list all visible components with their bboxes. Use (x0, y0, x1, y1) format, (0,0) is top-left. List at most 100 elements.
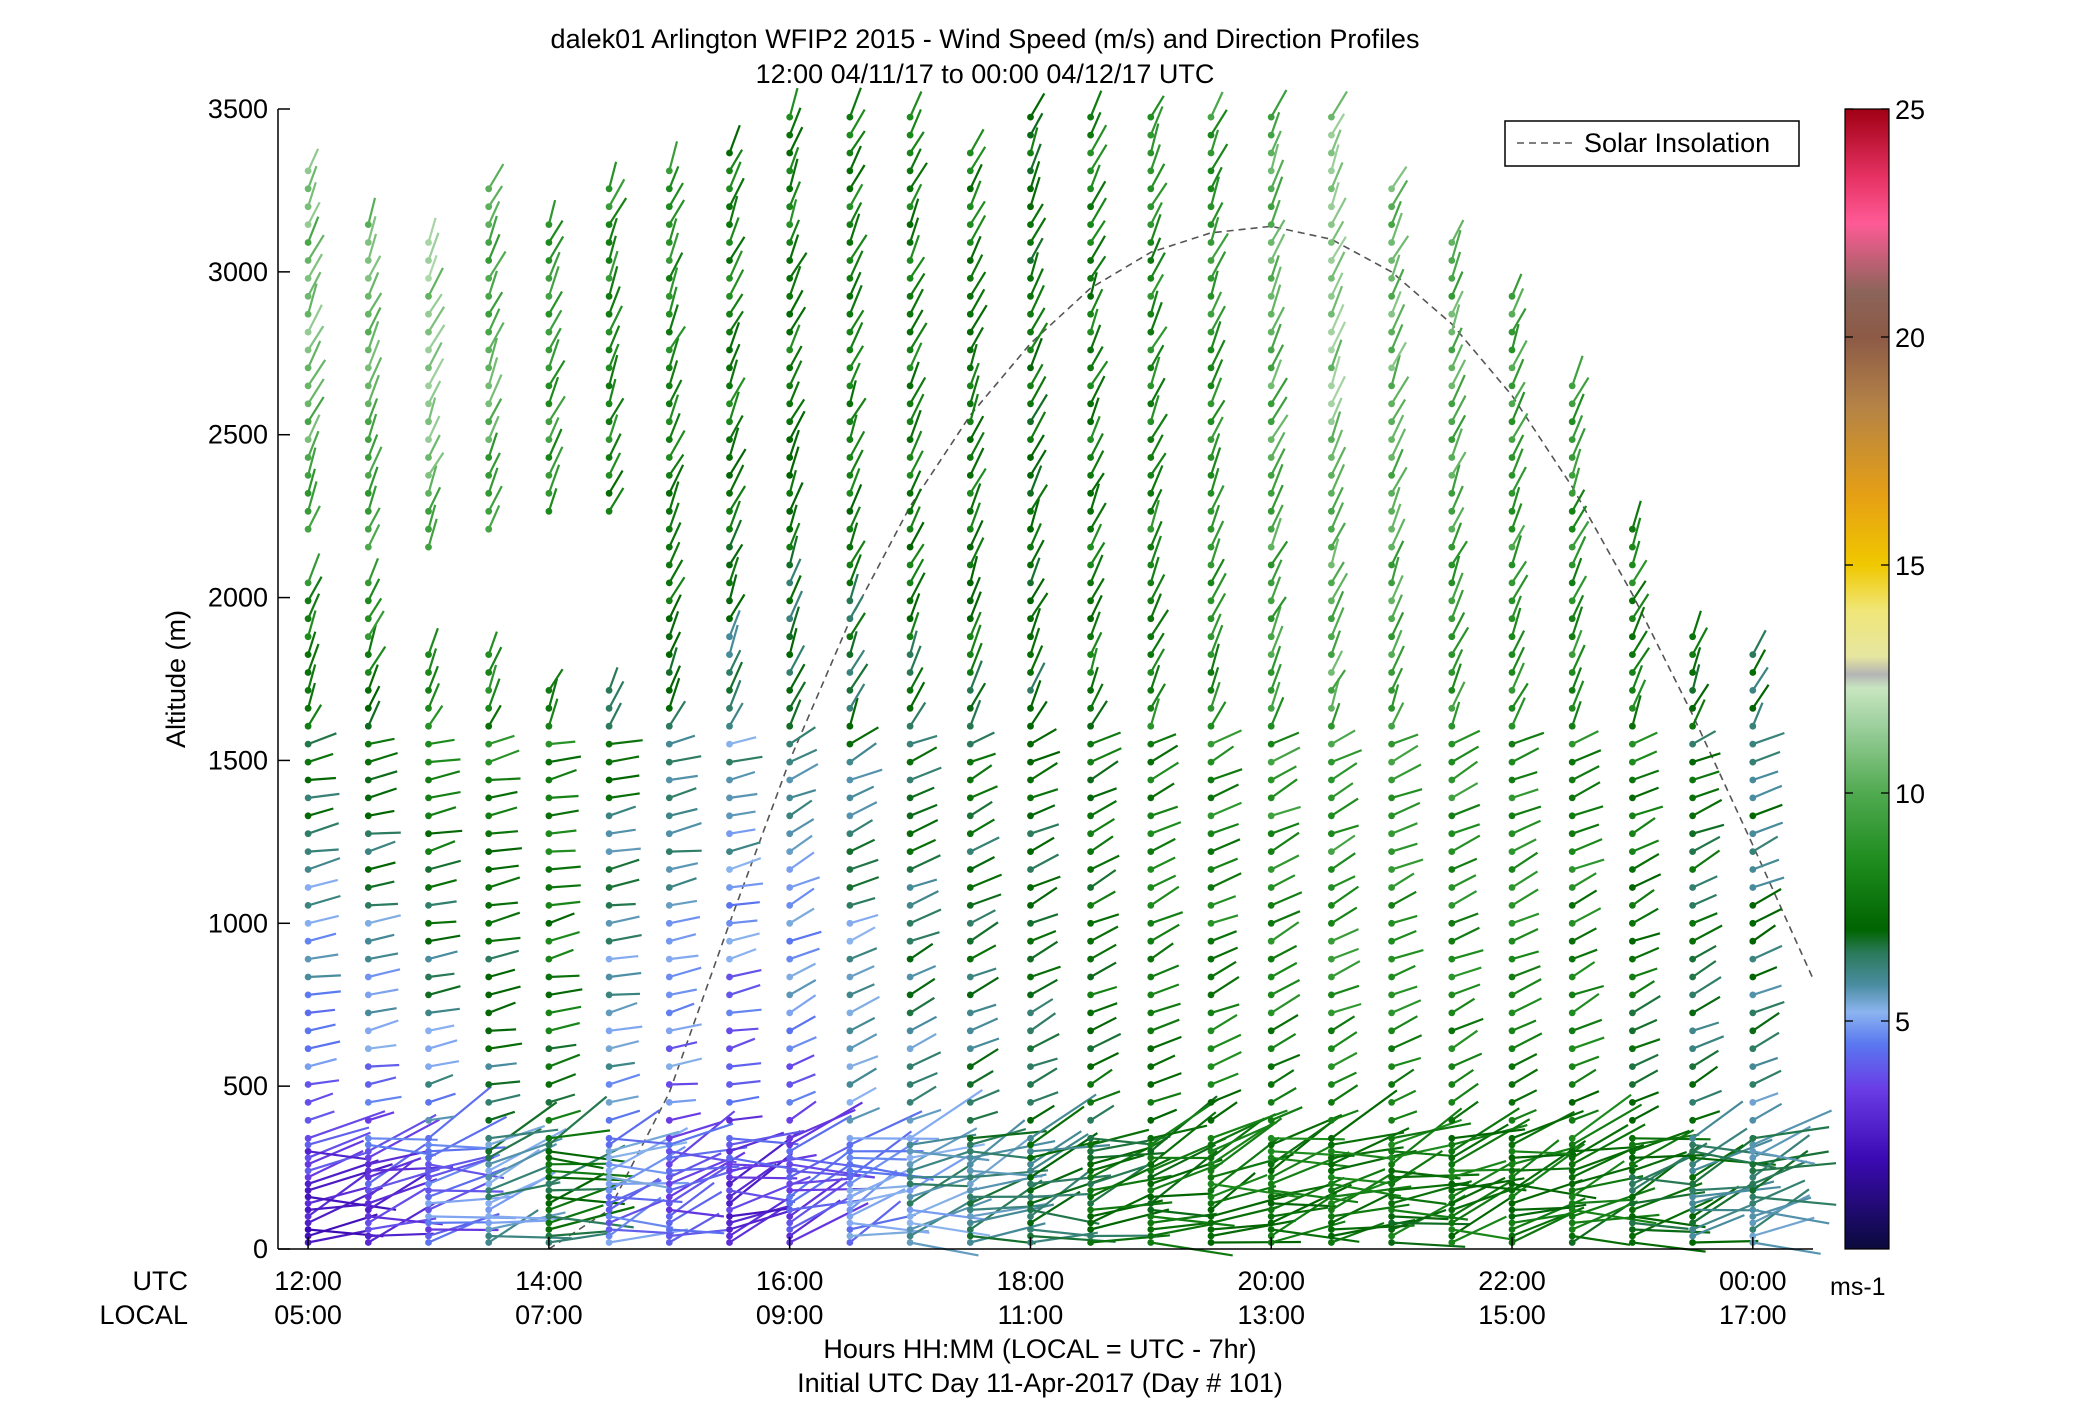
wind-barb-dot (304, 1200, 312, 1207)
wind-barb-dot (1027, 1226, 1034, 1233)
wind-barb-shaft (548, 884, 581, 889)
wind-barb-shaft (969, 180, 982, 208)
wind-barb-dot (786, 1147, 794, 1155)
wind-barb-dot (1448, 1009, 1456, 1017)
wind-barb-dot (726, 292, 733, 300)
wind-barb-dot (1027, 919, 1034, 927)
wind-barb-shaft (728, 500, 741, 530)
wind-barb-dot (906, 1147, 914, 1155)
wind-barb-shaft (1210, 109, 1228, 136)
wind-barb-shaft (1631, 1018, 1658, 1032)
wind-barb-shaft (788, 306, 807, 333)
wind-barb-dot (545, 239, 553, 246)
wind-barb-dot (364, 346, 372, 354)
wind-barb-dot (1267, 131, 1275, 139)
wind-barb-dot (605, 1226, 613, 1233)
wind-barb-dot (485, 489, 493, 497)
wind-barb-shaft (488, 806, 518, 817)
wind-barb-dot (906, 489, 914, 497)
wind-barb-shaft (789, 876, 820, 889)
wind-barb-dot (1207, 740, 1215, 748)
wind-barb-dot (485, 973, 493, 981)
wind-barb-dot (304, 776, 312, 784)
wind-barb-dot (1207, 991, 1215, 999)
wind-barb-dot (545, 1045, 553, 1053)
wind-barb-shaft (1089, 346, 1104, 369)
wind-barb-shaft (969, 1048, 999, 1068)
wind-barb-dot (1207, 1160, 1215, 1168)
wind-barb-shaft (1752, 1031, 1780, 1050)
wind-barb-dot (1267, 1116, 1275, 1124)
wind-barb-dot (1328, 1045, 1335, 1053)
wind-barb-shaft (1210, 592, 1227, 620)
wind-barb-shaft (488, 749, 520, 764)
wind-barb-shaft (1511, 851, 1539, 871)
wind-barb-dot (1568, 1134, 1576, 1142)
wind-barb-dot (1207, 400, 1215, 408)
wind-barb-shaft (1150, 761, 1179, 781)
wind-barb-shaft (368, 902, 398, 907)
wind-barb-shaft (1571, 993, 1600, 1014)
wind-barb-dot (846, 1187, 854, 1194)
wind-barb-dot (605, 489, 613, 497)
wind-barb-dot (364, 472, 372, 479)
wind-barb-dot (726, 328, 733, 336)
wind-barb-dot (1689, 758, 1696, 766)
wind-barb-dot (1388, 722, 1395, 730)
wind-barb-dot (364, 418, 372, 426)
wind-barb-dot (966, 1116, 974, 1124)
wind-barb-dot (1267, 740, 1275, 748)
wind-barb-shaft (969, 699, 982, 727)
wind-barb-dot (545, 1180, 553, 1188)
wind-barb-shaft (1451, 834, 1481, 853)
wind-barb-shaft (487, 704, 502, 727)
wind-barb-shaft (1029, 627, 1041, 655)
wind-barb-dot (1147, 507, 1155, 515)
wind-barb-dot (1448, 937, 1456, 945)
wind-barb-shaft (1210, 1051, 1242, 1068)
wind-barb-dot (1328, 776, 1335, 784)
wind-barb-shaft (608, 354, 619, 387)
wind-barb-dot (1328, 758, 1335, 766)
wind-barb-shaft (487, 664, 498, 691)
wind-barb-dot (1568, 1141, 1576, 1149)
wind-barb-shaft (1149, 182, 1168, 208)
wind-barb-dot (425, 400, 432, 408)
wind-barb-dot (726, 1099, 733, 1106)
wind-barb-shaft (1391, 763, 1422, 781)
wind-barb-dot (1629, 902, 1636, 909)
wind-barb-dot (1147, 1009, 1155, 1017)
wind-barb-dot (1027, 472, 1034, 479)
wind-barb-shaft (1391, 1150, 1452, 1157)
wind-barb-dot (1629, 1213, 1636, 1220)
wind-barb-dot (1568, 597, 1576, 605)
wind-barb-dot (786, 364, 794, 372)
wind-barb-dot (846, 1193, 854, 1201)
wind-barb-dot (304, 1027, 312, 1035)
wind-barb-dot (1207, 525, 1215, 533)
x-tick-label-local: 09:00 (756, 1300, 824, 1330)
wind-barb-dot (485, 1009, 493, 1017)
wind-barb-shaft (1451, 926, 1480, 943)
wind-barb-dot (665, 507, 673, 515)
wind-barb-dot (726, 579, 733, 587)
wind-barb-shaft (729, 1189, 796, 1204)
wind-barb-dot (1448, 1200, 1456, 1207)
wind-barb-dot (726, 346, 733, 354)
wind-barb-dot (1207, 203, 1215, 211)
wind-barb-shaft (1451, 803, 1481, 817)
wind-barb-dot (846, 1239, 854, 1246)
wind-barb-dot (665, 454, 673, 461)
wind-barb-shaft (1330, 375, 1346, 405)
wind-barb-dot (1087, 1213, 1094, 1220)
wind-barb-shaft (1330, 572, 1349, 602)
wind-barb-dot (726, 615, 733, 623)
wind-barb-shaft (1029, 728, 1057, 746)
wind-barb-dot (364, 221, 372, 229)
wind-barb-shaft (788, 575, 802, 602)
wind-barb-shaft (1270, 1087, 1297, 1104)
wind-barb-shaft (1029, 978, 1058, 996)
wind-barb-shaft (1330, 590, 1345, 620)
wind-barb-shaft (488, 1110, 516, 1122)
wind-barb-dot (485, 1160, 493, 1168)
